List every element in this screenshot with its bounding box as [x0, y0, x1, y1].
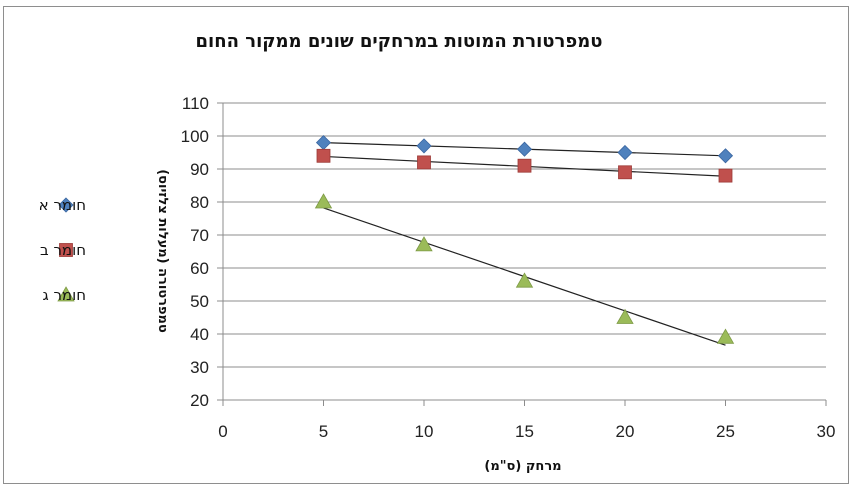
trendlines: [323, 142, 726, 346]
data-point-series-1: [315, 135, 332, 151]
data-points: [314, 135, 735, 344]
data-point-series-3: [515, 272, 534, 288]
y-tick-label: 40: [190, 325, 209, 344]
legend: חומר א חומר ב חומר ג: [39, 196, 86, 304]
data-point-series-2: [316, 148, 331, 163]
y-tick-label: 60: [190, 259, 209, 278]
y-tick-label: 70: [190, 226, 209, 245]
data-point-series-1: [516, 141, 533, 157]
y-tick-label: 80: [190, 193, 209, 212]
legend-marker-2: [59, 243, 73, 257]
y-tick-label: 50: [190, 292, 209, 311]
y-tick-label: 90: [190, 160, 209, 179]
x-tick-label: 5: [319, 422, 328, 441]
legend-label-3: חומר ג: [43, 286, 87, 304]
tick-labels: 20 30 40 50 60 70 80 90 100 110 0 5 10 15 20 25 30: [181, 94, 836, 441]
data-point-series-3: [616, 308, 634, 324]
y-axis-title: טמפרטורה (מעלות צלזיוס): [155, 169, 170, 333]
x-axis-title: מרחק (ס"מ): [484, 459, 561, 474]
x-tick-label: 20: [616, 422, 635, 441]
data-point-series-1: [617, 144, 633, 161]
x-tick-label: 25: [716, 422, 735, 441]
legend-label-2: חומר ב: [40, 241, 86, 259]
y-tick-label: 100: [181, 127, 209, 146]
chart-title: טמפרטורת המוטות במרחקים שונים ממקור החום: [196, 31, 603, 52]
chart-svg: טמפרטורת המוטות במרחקים שונים ממקור החום…: [39, 31, 836, 474]
legend-marker-1: [58, 197, 74, 213]
data-point-series-1: [416, 138, 432, 154]
x-tick-label: 30: [817, 422, 836, 441]
y-tick-label: 30: [190, 358, 209, 377]
data-point-series-2: [618, 165, 632, 180]
data-point-series-2: [718, 168, 733, 183]
legend-marker-3: [57, 286, 75, 302]
x-tick-label: 0: [218, 422, 227, 441]
y-tick-label: 20: [190, 391, 209, 410]
data-point-series-2: [417, 155, 431, 170]
data-point-series-3: [415, 236, 433, 252]
data-point-series-3: [716, 328, 735, 344]
data-point-series-1: [717, 148, 734, 164]
x-tick-label: 15: [515, 422, 534, 441]
legend-label-1: חומר א: [39, 196, 86, 214]
y-tick-label: 110: [182, 94, 209, 113]
x-tick-label: 10: [415, 422, 434, 441]
axes: [217, 102, 827, 406]
data-point-series-3: [314, 193, 333, 209]
data-point-series-2: [517, 158, 532, 173]
chart-area: טמפרטורת המוטות במרחקים שונים ממקור החום…: [3, 6, 849, 484]
